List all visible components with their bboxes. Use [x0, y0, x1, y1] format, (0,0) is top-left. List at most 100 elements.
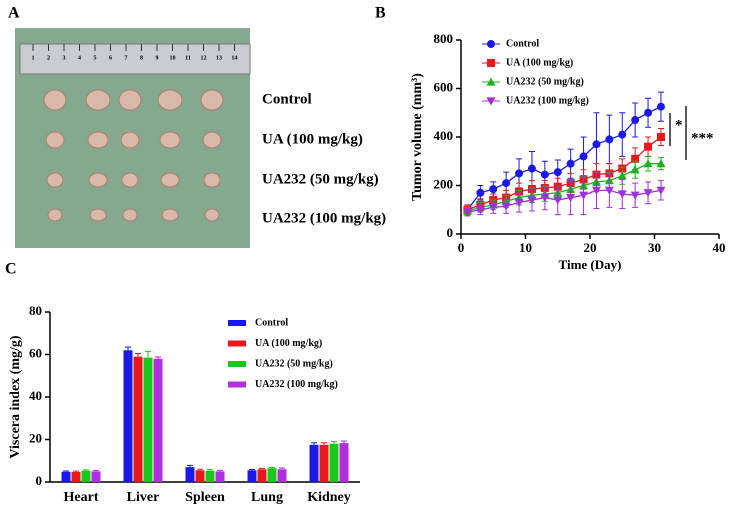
error-bar	[207, 469, 213, 471]
ruler-label: 4	[78, 55, 81, 61]
marker	[644, 108, 653, 117]
legend-marker	[486, 97, 496, 106]
tumor	[121, 172, 139, 188]
bar	[71, 472, 81, 482]
legend-label: UA (100 mg/kg)	[255, 338, 322, 349]
series-line	[467, 136, 662, 211]
legend-swatch	[228, 361, 246, 367]
error-bar	[269, 466, 275, 469]
group-label: UA232 (50 mg/kg)	[262, 171, 379, 187]
tumor	[204, 208, 220, 222]
x-tick-label: Spleen	[185, 490, 225, 505]
annotation-bracket	[669, 106, 687, 160]
marker	[579, 191, 589, 200]
y-tick-label: 20	[29, 430, 42, 445]
marker	[527, 164, 536, 173]
marker	[540, 194, 550, 203]
tumor	[87, 131, 109, 149]
error-bar	[73, 470, 79, 473]
x-axis-label: Time (Day)	[559, 257, 622, 272]
panel-letter: A	[8, 5, 20, 22]
ruler-label: 11	[185, 55, 191, 61]
tumor	[202, 131, 222, 149]
bar	[123, 350, 133, 482]
legend-label: UA (100 mg/kg)	[506, 57, 573, 68]
marker	[566, 159, 575, 168]
marker	[644, 142, 653, 151]
marker	[476, 188, 485, 197]
marker	[591, 186, 601, 195]
annotation: ***	[691, 130, 714, 146]
marker	[540, 170, 549, 179]
x-tick-label: 10	[519, 240, 532, 255]
legend-label: UA232 (100 mg/kg)	[255, 379, 338, 390]
ruler-label: 13	[216, 55, 222, 61]
bar	[133, 356, 143, 482]
error-bar	[321, 442, 327, 445]
bar	[81, 470, 91, 482]
ruler-label: 8	[140, 55, 143, 61]
marker	[643, 189, 653, 198]
x-tick-label: 40	[713, 240, 726, 255]
legend-swatch	[228, 340, 246, 347]
bar	[143, 357, 153, 482]
bar	[277, 469, 287, 482]
error-bar	[187, 464, 193, 468]
tumor	[46, 172, 64, 188]
x-tick-label: 30	[648, 240, 661, 255]
error-bar	[93, 470, 99, 472]
marker	[514, 198, 524, 207]
error-bar	[145, 350, 151, 358]
error-bar	[125, 346, 131, 351]
legend-swatch	[228, 320, 246, 326]
group-label: UA232 (100 mg/kg)	[262, 210, 386, 226]
bar	[205, 470, 215, 482]
annotation: *	[675, 117, 683, 133]
y-axis-label: Tumor volume (mm³)	[410, 73, 425, 201]
marker	[527, 196, 537, 205]
ruler-label: 14	[232, 55, 238, 61]
tumor	[45, 131, 65, 149]
marker	[475, 206, 485, 215]
error-bar	[331, 441, 337, 444]
marker	[617, 171, 627, 180]
bar	[257, 469, 267, 482]
error-bar	[311, 442, 317, 445]
legend-label: UA232 (100 mg/kg)	[506, 95, 589, 106]
y-tick-label: 600	[434, 79, 454, 94]
marker	[489, 185, 498, 194]
legend-swatch	[228, 381, 246, 388]
y-axis-label: Viscera index (mg/g)	[8, 335, 23, 458]
ruler-label: 5	[94, 55, 97, 61]
ruler-label: 7	[125, 55, 128, 61]
y-tick-label: 40	[29, 388, 42, 403]
ruler-label: 1	[32, 55, 35, 61]
bar	[215, 471, 225, 482]
marker	[656, 133, 665, 141]
group-label: UA (100 mg/kg)	[262, 131, 363, 147]
marker	[579, 152, 588, 161]
y-tick-label: 0	[447, 225, 454, 240]
tumor	[85, 89, 111, 111]
tumor	[200, 89, 224, 111]
ruler	[19, 43, 251, 75]
x-tick-label: Heart	[64, 490, 99, 505]
marker	[501, 202, 511, 211]
tumor	[157, 89, 183, 111]
marker	[630, 165, 640, 174]
error-bar	[155, 356, 161, 359]
tumors	[43, 89, 224, 222]
y-tick-label: 800	[434, 31, 454, 46]
tumor	[120, 131, 140, 149]
marker	[553, 168, 562, 177]
marker	[462, 208, 472, 217]
legend-label: UA232 (50 mg/kg)	[506, 76, 584, 87]
marker	[604, 186, 614, 195]
tumor	[159, 131, 181, 149]
legend-marker	[487, 59, 495, 67]
marker	[515, 169, 524, 178]
error-bar	[197, 468, 203, 471]
ruler-label: 12	[201, 55, 207, 61]
x-tick-label: Kidney	[307, 490, 351, 505]
